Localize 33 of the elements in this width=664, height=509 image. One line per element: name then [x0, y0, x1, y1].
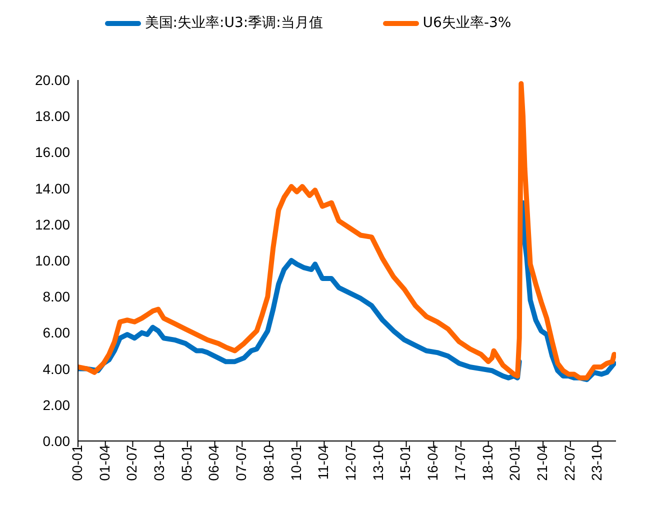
x-tick-label: 00-01 — [68, 444, 85, 481]
y-tick-label: 16.00 — [34, 144, 70, 160]
x-tick-label: 13-10 — [370, 444, 386, 481]
y-tick-label: 20.00 — [34, 72, 70, 88]
y-tick-label: 10.00 — [34, 252, 70, 268]
x-tick-label: 22-07 — [561, 444, 578, 481]
x-tick-label: 20-01 — [506, 444, 523, 481]
x-tick-label: 17-07 — [452, 444, 468, 481]
y-tick-label: 12.00 — [34, 216, 70, 232]
y-tick-label: 4.00 — [42, 360, 70, 377]
y-tick-label: 2.00 — [42, 396, 70, 413]
x-tick-label: 01-04 — [96, 444, 112, 481]
x-tick-label: 10-01 — [288, 444, 304, 481]
x-tick-label: 12-07 — [342, 444, 358, 481]
x-tick-label: 08-10 — [260, 444, 276, 481]
x-tick-label: 06-04 — [206, 444, 222, 481]
legend-label: 美国:失业率:U3:季调:当月值 — [144, 14, 323, 32]
x-tick-label: 21-04 — [534, 444, 550, 481]
x-tick-label: 03-10 — [151, 444, 168, 481]
x-tick-label: 16-04 — [424, 444, 441, 481]
x-tick-label: 18-10 — [479, 444, 496, 481]
y-tick-label: 18.00 — [34, 108, 70, 124]
x-tick-label: 15-01 — [397, 444, 414, 481]
x-tick-label: 11-04 — [315, 444, 332, 480]
legend-label: U6失业率-3% — [422, 14, 512, 32]
x-tick-label: 23-10 — [588, 444, 605, 481]
x-tick-label: 07-07 — [233, 444, 250, 481]
x-tick-label: 05-01 — [178, 444, 194, 481]
x-tick-label: 02-07 — [124, 444, 140, 481]
y-tick-label: 8.00 — [42, 288, 70, 305]
y-tick-label: 14.00 — [34, 180, 70, 196]
y-tick-label: 0.00 — [42, 432, 70, 449]
y-tick-label: 6.00 — [42, 324, 70, 341]
